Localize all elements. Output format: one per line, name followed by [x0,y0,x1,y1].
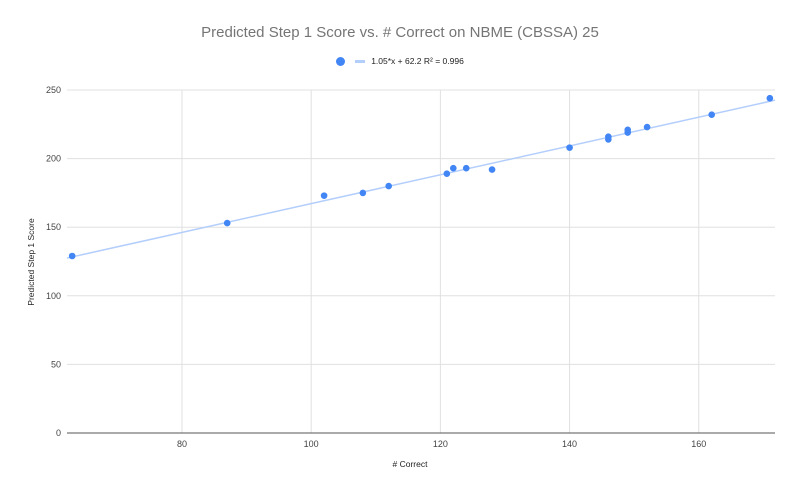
data-point[interactable] [223,219,231,227]
legend: 1.05*x + 62.2 R² = 0.996 [0,56,800,66]
x-tick-label: 100 [304,439,319,449]
trendline [66,99,776,259]
legend-trendline-swatch-icon [355,59,366,63]
data-point[interactable] [566,144,573,151]
data-points [68,94,774,260]
x-tick-label: 120 [433,439,448,449]
data-point[interactable] [708,111,715,118]
x-tick-label: 80 [177,439,187,449]
y-tick-label: 100 [46,291,61,301]
data-point[interactable] [488,166,496,173]
axes: 0 50 100 150 200 250 80 100 120 140 160 [46,85,775,449]
data-point[interactable] [68,252,76,260]
data-point[interactable] [462,164,470,172]
legend-trendline-label: 1.05*x + 62.2 R² = 0.996 [371,56,464,66]
trendline-path [66,99,776,259]
x-tick-label: 160 [691,439,706,449]
x-tick-label: 140 [562,439,577,449]
legend-marker-icon [336,56,346,66]
y-tick-label: 50 [51,359,61,369]
data-point[interactable] [443,170,451,177]
y-tick-label: 250 [46,85,61,95]
x-axis-label: # Correct [392,459,428,469]
data-point[interactable] [605,133,612,140]
data-point[interactable] [766,94,774,102]
y-tick-label: 0 [56,428,61,438]
y-tick-label: 150 [46,222,61,232]
data-point[interactable] [624,126,632,134]
gridlines [67,89,775,433]
data-point[interactable] [320,192,328,199]
y-tick-label: 200 [46,154,61,164]
data-point[interactable] [385,182,393,190]
chart-title: Predicted Step 1 Score vs. # Correct on … [201,24,599,41]
data-point[interactable] [449,164,457,172]
data-point[interactable] [643,123,651,131]
data-point[interactable] [359,189,367,197]
